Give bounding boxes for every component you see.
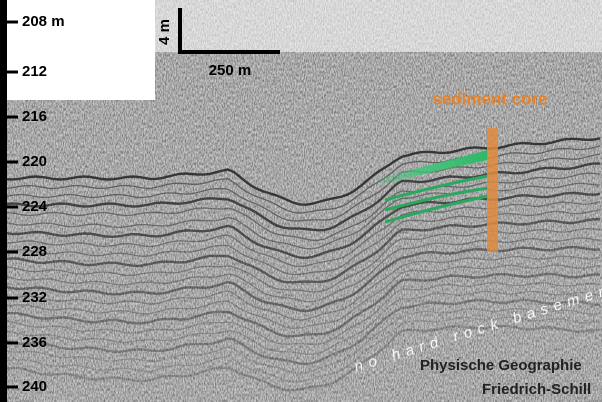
depth-label: 220: [22, 153, 47, 170]
depth-label: 208 m: [22, 13, 65, 30]
credit-line2: Friedrich-Schill: [482, 381, 591, 398]
depth-label: 216: [22, 108, 47, 125]
depth-label: 236: [22, 334, 47, 351]
credit-line1: Physische Geographie: [420, 357, 582, 374]
scale-horizontal-label: 250 m: [209, 62, 252, 79]
sediment-core-bar: [487, 128, 498, 252]
depth-label: 212: [22, 63, 47, 80]
depth-label: 228: [22, 243, 47, 260]
depth-label: 232: [22, 289, 47, 306]
axis-strip: [0, 0, 7, 402]
depth-label: 240: [22, 378, 47, 395]
core-label: sediment core: [432, 89, 547, 108]
top-panel: [155, 0, 602, 52]
scale-vertical-label: 4 m: [156, 19, 173, 45]
profile-figure: 208 m212216220224228232236240 4 m 250 m …: [0, 0, 602, 402]
depth-label: 224: [22, 198, 48, 215]
